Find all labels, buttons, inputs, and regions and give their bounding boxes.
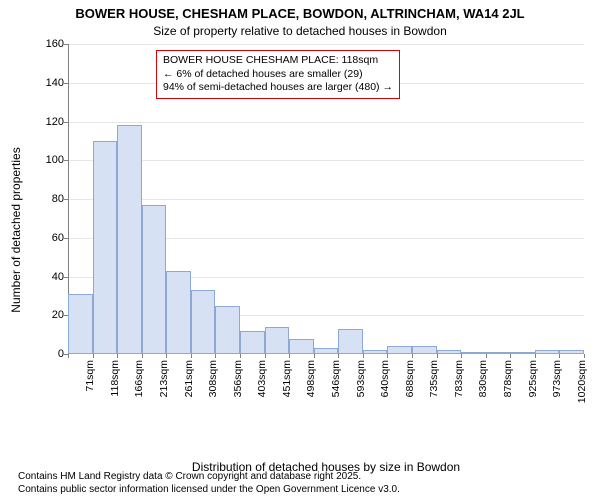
histogram-bar bbox=[314, 348, 339, 354]
x-tick-mark bbox=[437, 354, 438, 358]
y-tick-mark bbox=[64, 199, 68, 200]
x-tick-label: 308sqm bbox=[207, 360, 219, 397]
y-tick-label: 140 bbox=[34, 77, 64, 89]
x-tick-label: 451sqm bbox=[281, 360, 293, 397]
y-tick-mark bbox=[64, 44, 68, 45]
x-tick-mark bbox=[93, 354, 94, 358]
y-tick-label: 80 bbox=[34, 193, 64, 205]
y-tick-label: 40 bbox=[34, 271, 64, 283]
x-tick-label: 1020sqm bbox=[576, 360, 588, 403]
histogram-bar bbox=[461, 352, 486, 354]
x-tick-mark bbox=[68, 354, 69, 358]
x-tick-label: 688sqm bbox=[404, 360, 416, 397]
x-tick-label: 213sqm bbox=[158, 360, 170, 397]
chart-title: BOWER HOUSE, CHESHAM PLACE, BOWDON, ALTR… bbox=[0, 0, 600, 22]
x-tick-label: 593sqm bbox=[355, 360, 367, 397]
chart-subtitle: Size of property relative to detached ho… bbox=[0, 22, 600, 38]
histogram-bar bbox=[117, 125, 142, 354]
x-tick-mark bbox=[559, 354, 560, 358]
x-tick-label: 973sqm bbox=[551, 360, 563, 397]
x-tick-label: 498sqm bbox=[305, 360, 317, 397]
x-tick-mark bbox=[166, 354, 167, 358]
y-tick-mark bbox=[64, 315, 68, 316]
histogram-bar bbox=[265, 327, 290, 354]
x-tick-label: 118sqm bbox=[109, 360, 121, 397]
x-tick-mark bbox=[240, 354, 241, 358]
x-tick-label: 403sqm bbox=[256, 360, 268, 397]
x-tick-label: 546sqm bbox=[330, 360, 342, 397]
histogram-bar bbox=[191, 290, 216, 354]
histogram-bar bbox=[240, 331, 265, 354]
histogram-bar bbox=[412, 346, 437, 354]
histogram-bar bbox=[142, 205, 167, 354]
y-tick-label: 160 bbox=[34, 38, 64, 50]
x-tick-mark bbox=[338, 354, 339, 358]
histogram-bar bbox=[559, 350, 584, 354]
y-tick-mark bbox=[64, 238, 68, 239]
x-tick-mark bbox=[363, 354, 364, 358]
x-tick-mark bbox=[461, 354, 462, 358]
x-tick-mark bbox=[412, 354, 413, 358]
attribution-text: Contains HM Land Registry data © Crown c… bbox=[18, 471, 400, 496]
x-tick-mark bbox=[314, 354, 315, 358]
histogram-bar bbox=[289, 339, 314, 355]
annotation-box: BOWER HOUSE CHESHAM PLACE: 118sqm ← 6% o… bbox=[156, 50, 400, 99]
y-tick-mark bbox=[64, 277, 68, 278]
x-tick-mark bbox=[265, 354, 266, 358]
x-tick-mark bbox=[142, 354, 143, 358]
y-tick-mark bbox=[64, 160, 68, 161]
attribution-line2: Contains public sector information licen… bbox=[18, 484, 400, 497]
y-axis-label: Number of detached properties bbox=[9, 147, 23, 312]
x-tick-label: 925sqm bbox=[527, 360, 539, 397]
annotation-line3: 94% of semi-detached houses are larger (… bbox=[163, 81, 393, 95]
histogram-bar bbox=[215, 306, 240, 354]
y-tick-label: 100 bbox=[34, 154, 64, 166]
x-tick-label: 71sqm bbox=[84, 360, 96, 392]
attribution-line1: Contains HM Land Registry data © Crown c… bbox=[18, 471, 400, 484]
chart-container: BOWER HOUSE, CHESHAM PLACE, BOWDON, ALTR… bbox=[0, 0, 600, 500]
annotation-line1: BOWER HOUSE CHESHAM PLACE: 118sqm bbox=[163, 54, 393, 68]
histogram-bar bbox=[510, 352, 535, 354]
y-tick-label: 20 bbox=[34, 309, 64, 321]
x-tick-mark bbox=[117, 354, 118, 358]
x-tick-mark bbox=[191, 354, 192, 358]
y-tick-label: 0 bbox=[34, 348, 64, 360]
y-tick-mark bbox=[64, 83, 68, 84]
histogram-bar bbox=[486, 352, 511, 354]
y-tick-label: 60 bbox=[34, 232, 64, 244]
histogram-bar bbox=[387, 346, 412, 354]
x-tick-mark bbox=[510, 354, 511, 358]
x-tick-mark bbox=[535, 354, 536, 358]
histogram-bar bbox=[338, 329, 363, 354]
x-tick-label: 830sqm bbox=[477, 360, 489, 397]
x-tick-mark bbox=[584, 354, 585, 358]
histogram-bar bbox=[437, 350, 462, 354]
x-tick-label: 878sqm bbox=[502, 360, 514, 397]
chart-area: Number of detached properties Distributi… bbox=[68, 44, 584, 416]
histogram-bar bbox=[93, 141, 118, 354]
histogram-bar bbox=[68, 294, 93, 354]
histogram-bar bbox=[535, 350, 560, 354]
x-tick-mark bbox=[289, 354, 290, 358]
y-tick-label: 120 bbox=[34, 116, 64, 128]
x-tick-mark bbox=[486, 354, 487, 358]
x-tick-label: 261sqm bbox=[183, 360, 195, 397]
x-tick-label: 166sqm bbox=[133, 360, 145, 397]
x-tick-label: 735sqm bbox=[428, 360, 440, 397]
x-tick-mark bbox=[387, 354, 388, 358]
x-tick-label: 640sqm bbox=[379, 360, 391, 397]
y-tick-mark bbox=[64, 122, 68, 123]
x-tick-label: 783sqm bbox=[453, 360, 465, 397]
histogram-bar bbox=[363, 350, 388, 354]
annotation-line2: ← 6% of detached houses are smaller (29) bbox=[163, 68, 393, 82]
histogram-bar bbox=[166, 271, 191, 354]
x-tick-mark bbox=[215, 354, 216, 358]
x-tick-label: 356sqm bbox=[232, 360, 244, 397]
